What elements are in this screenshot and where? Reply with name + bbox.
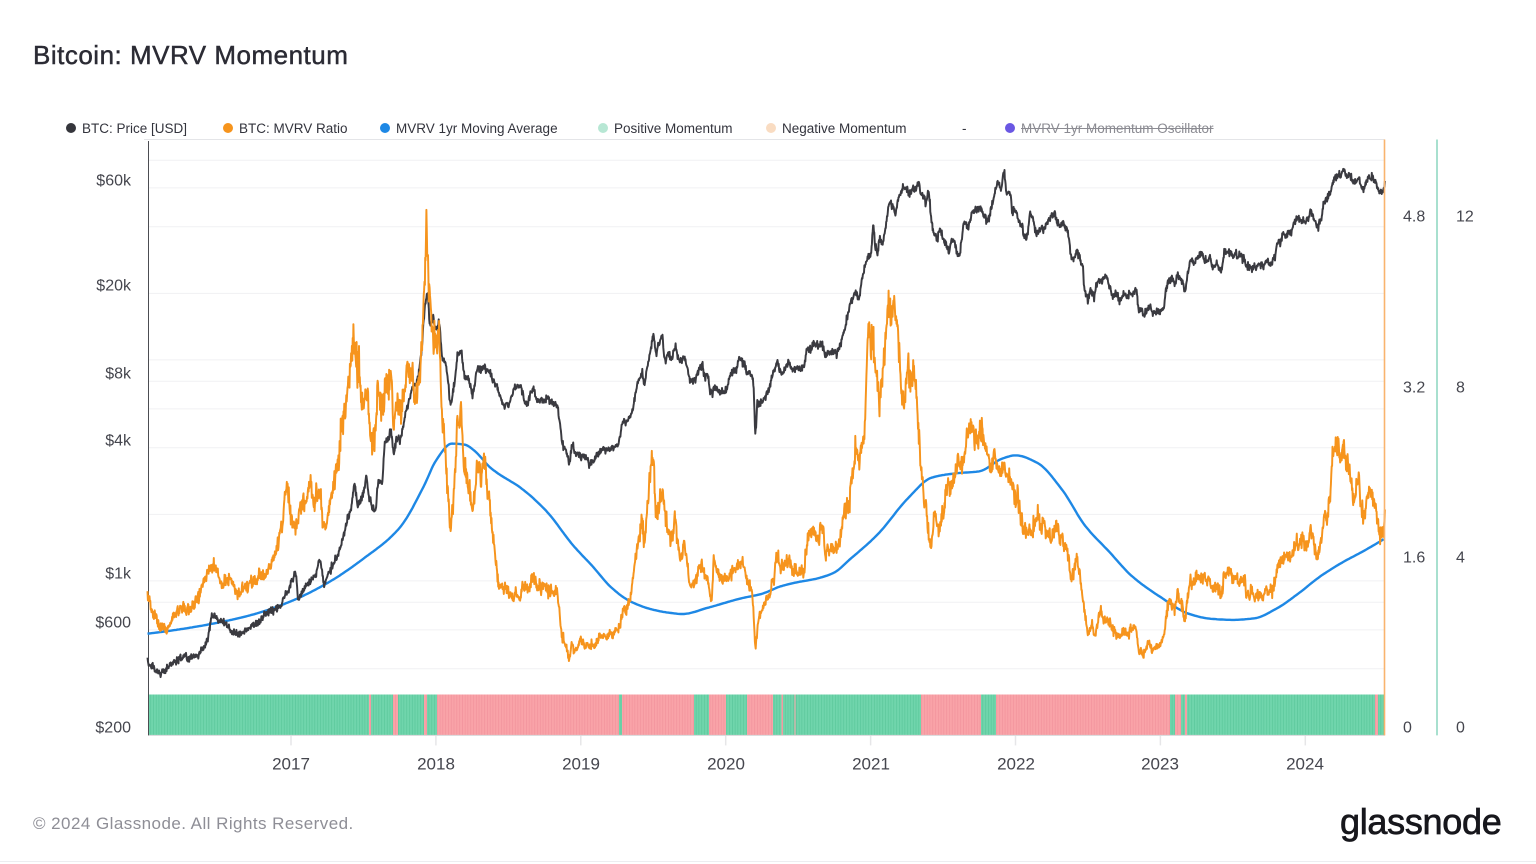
svg-text:$200: $200 [95, 720, 131, 737]
svg-text:$4k: $4k [105, 433, 132, 450]
svg-text:$1k: $1k [105, 566, 132, 583]
svg-text:$20k: $20k [96, 278, 132, 295]
svg-text:0: 0 [1456, 720, 1465, 737]
svg-text:1.6: 1.6 [1403, 550, 1425, 567]
svg-text:4: 4 [1456, 550, 1465, 567]
svg-text:8: 8 [1456, 380, 1465, 397]
svg-text:2024: 2024 [1286, 755, 1324, 774]
svg-text:2018: 2018 [417, 755, 455, 774]
svg-text:2020: 2020 [707, 755, 745, 774]
svg-text:0: 0 [1403, 720, 1412, 737]
svg-text:2022: 2022 [997, 755, 1035, 774]
svg-text:12: 12 [1456, 209, 1474, 226]
svg-text:2021: 2021 [852, 755, 890, 774]
svg-text:2023: 2023 [1141, 755, 1179, 774]
svg-text:2019: 2019 [562, 755, 600, 774]
svg-text:$600: $600 [95, 615, 131, 632]
svg-text:3.2: 3.2 [1403, 380, 1425, 397]
svg-text:4.8: 4.8 [1403, 209, 1425, 226]
svg-text:2017: 2017 [272, 755, 310, 774]
svg-text:$60k: $60k [96, 173, 132, 190]
svg-text:$8k: $8k [105, 366, 132, 383]
